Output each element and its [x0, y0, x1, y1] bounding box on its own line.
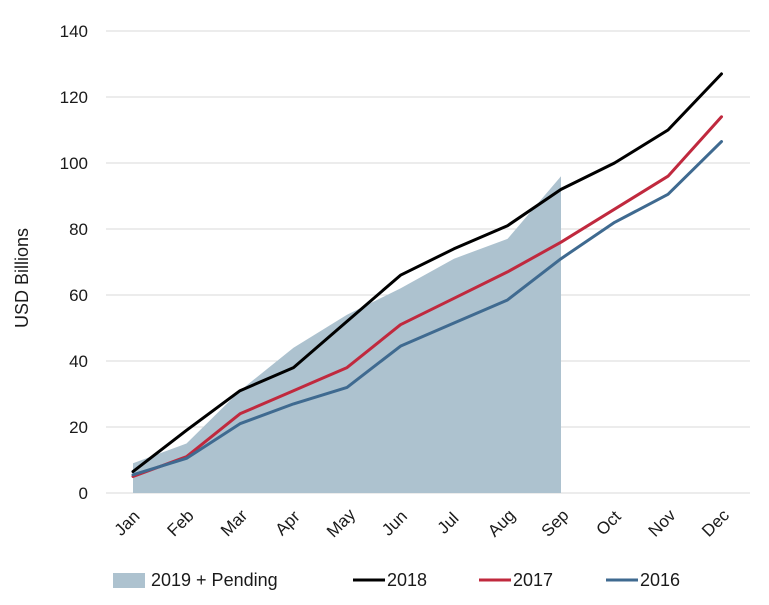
y-tick-label: 40 — [69, 352, 88, 371]
x-tick-label: Dec — [698, 505, 733, 540]
y-tick-label: 60 — [69, 286, 88, 305]
x-tick-label: Jun — [378, 507, 411, 540]
y-tick-label: 20 — [69, 418, 88, 437]
series-line-2018 — [131, 72, 723, 474]
series-lines — [131, 72, 723, 478]
x-tick-label: Mar — [217, 506, 251, 540]
area-layer — [133, 176, 561, 493]
series-line-2016 — [131, 140, 723, 477]
x-tick-label: May — [323, 505, 359, 541]
y-axis-ticks: 0 20 40 60 80 100 120 140 — [60, 22, 88, 503]
area-2019-pending — [133, 176, 561, 493]
y-axis-title: USD Billions — [12, 228, 32, 328]
x-tick-label: Apr — [272, 507, 304, 539]
x-tick-label: Aug — [484, 506, 519, 541]
y-tick-label: 0 — [79, 484, 88, 503]
y-tick-label: 100 — [60, 154, 88, 173]
y-tick-label: 120 — [60, 88, 88, 107]
legend-label: 2016 — [640, 570, 680, 590]
legend-swatch-area — [113, 573, 145, 588]
legend-label: 2017 — [513, 570, 553, 590]
x-tick-label: Sep — [538, 506, 573, 541]
y-tick-label: 140 — [60, 22, 88, 41]
x-tick-label: Oct — [593, 507, 625, 539]
x-tick-label: Feb — [164, 506, 198, 540]
x-tick-label: Jul — [434, 509, 463, 538]
legend: 2019 + Pending 2018 2017 2016 — [113, 570, 680, 590]
legend-label: 2018 — [387, 570, 427, 590]
legend-label: 2019 + Pending — [151, 570, 278, 590]
series-line-2017 — [131, 115, 723, 478]
x-axis-ticks: Jan Feb Mar Apr May Jun Jul Aug Sep Oct Nov Dec — [111, 505, 734, 541]
y-tick-label: 80 — [69, 220, 88, 239]
x-tick-label: Nov — [645, 505, 680, 540]
x-tick-label: Jan — [111, 507, 144, 540]
